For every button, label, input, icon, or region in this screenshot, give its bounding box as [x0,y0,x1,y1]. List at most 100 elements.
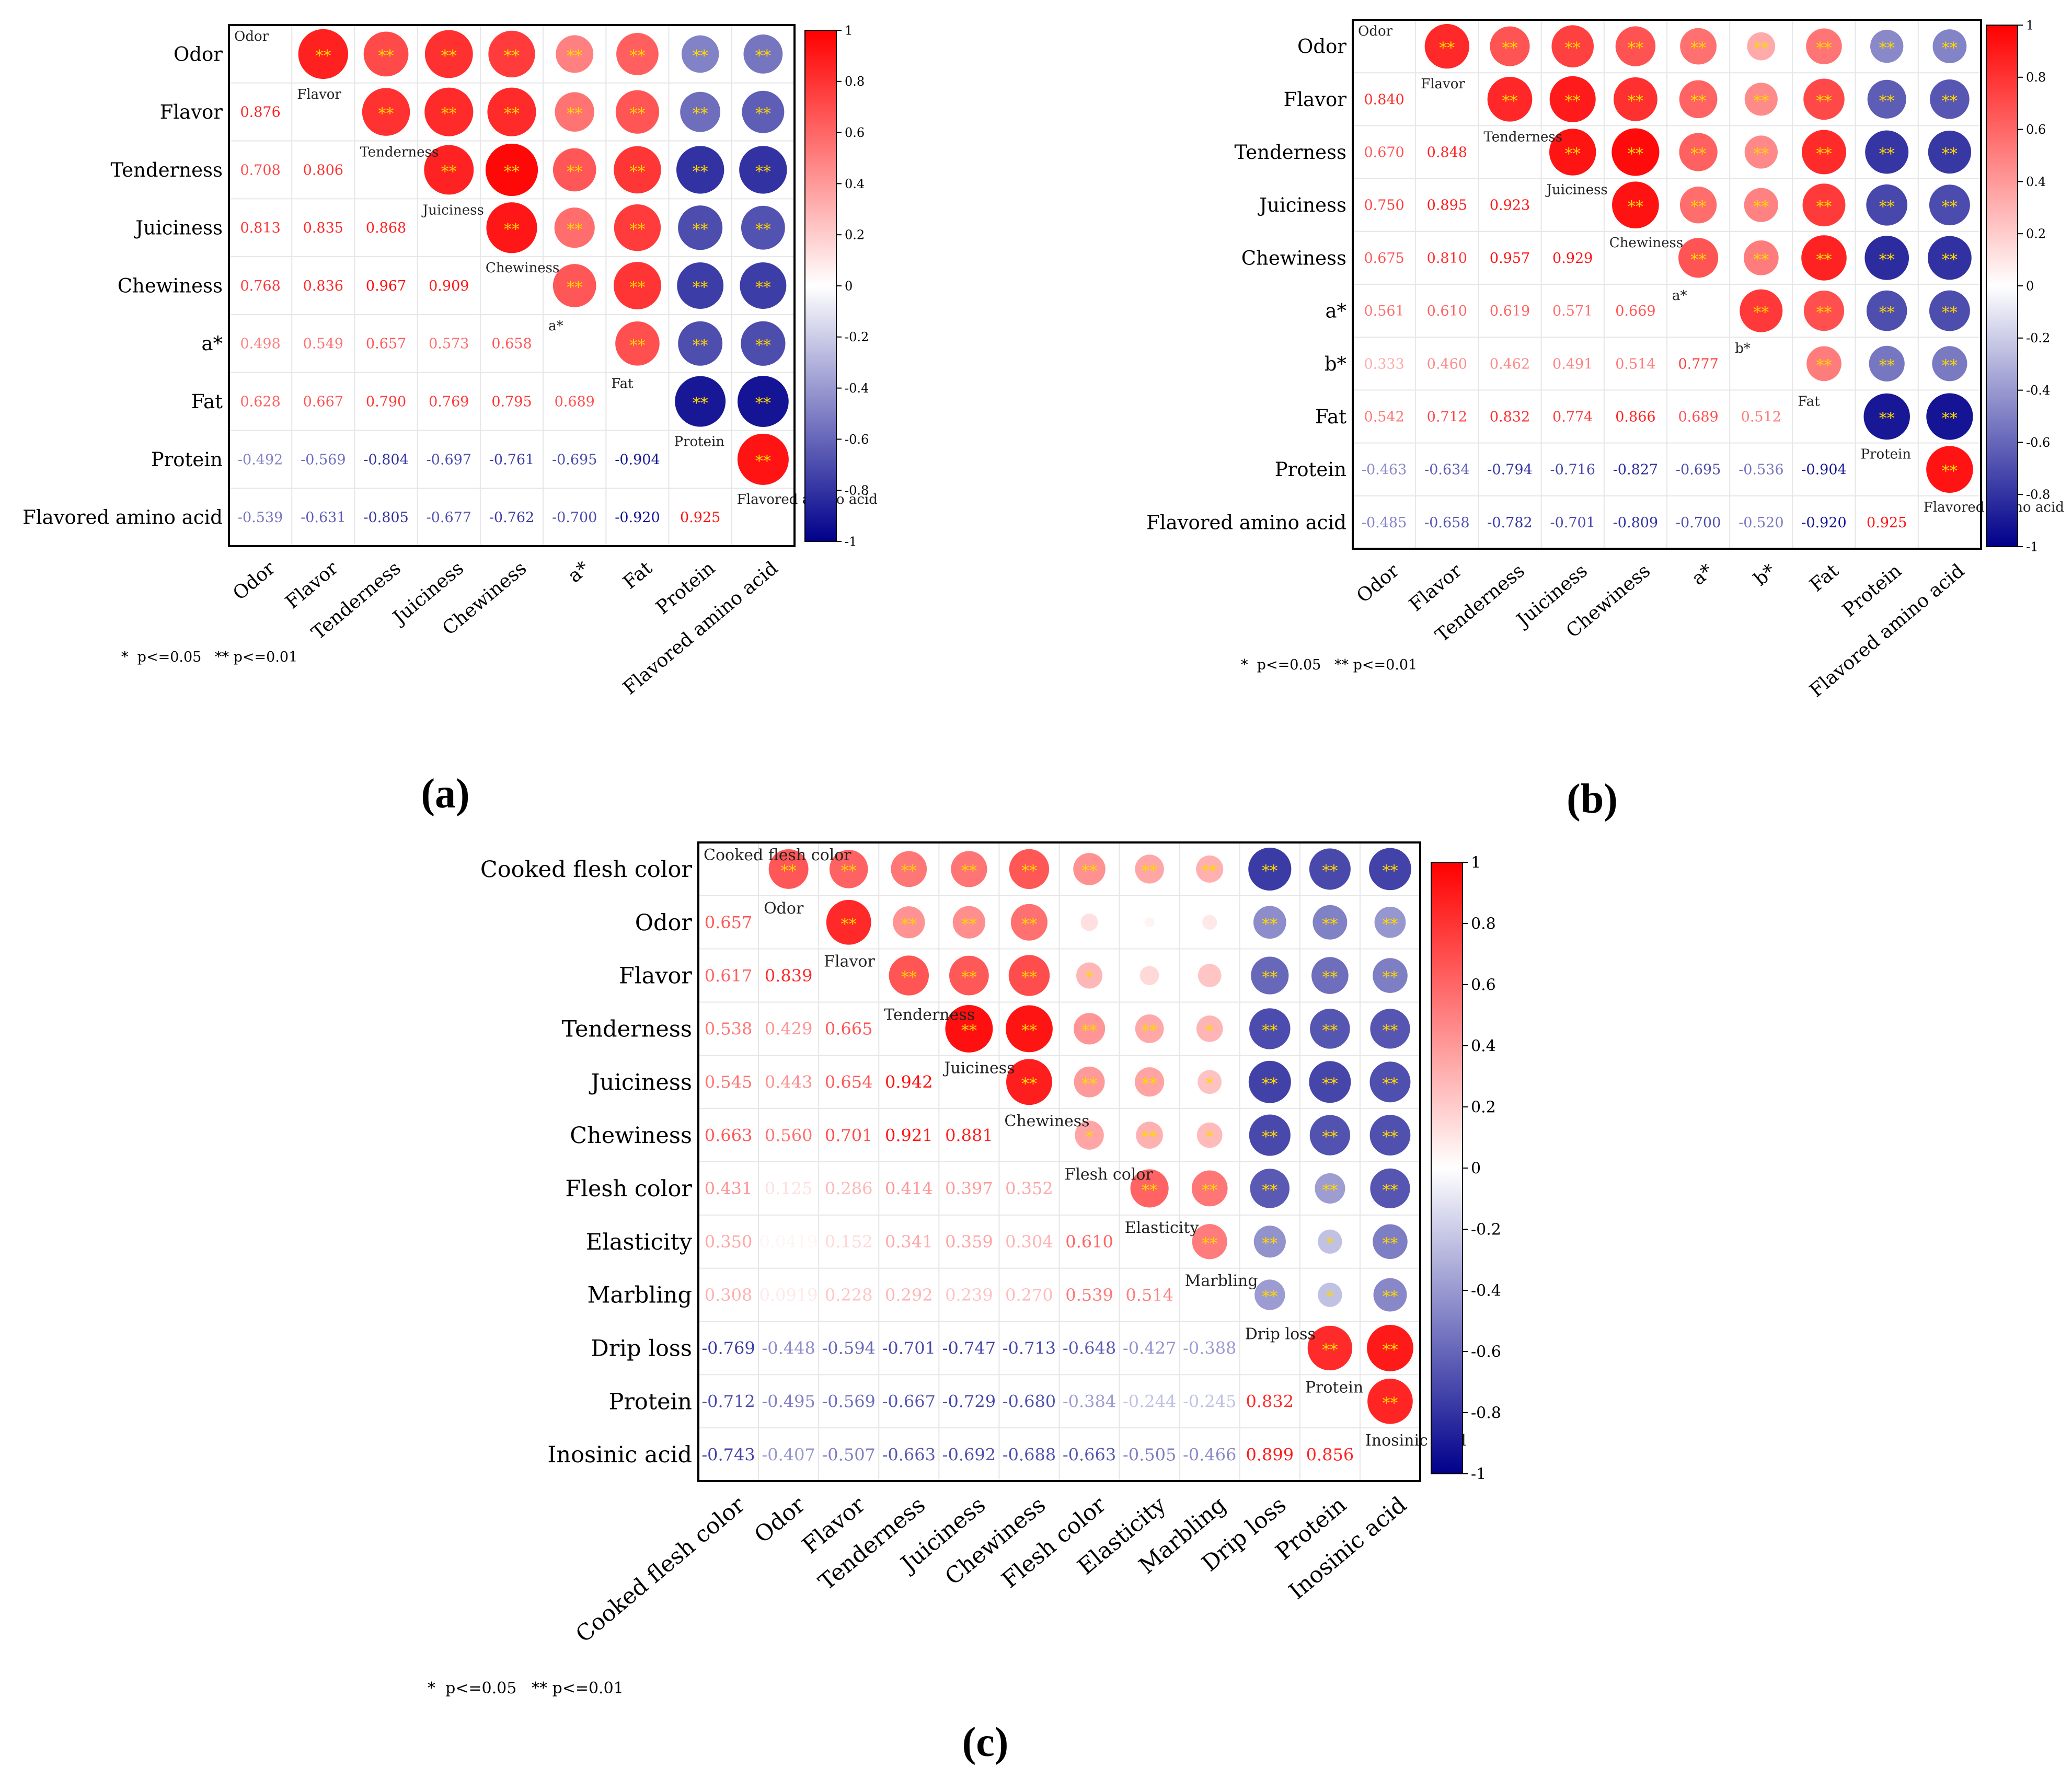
significance-mark: ** [315,47,331,65]
correlation-circle [893,906,925,939]
diagonal-label: a* [548,318,563,334]
column-label: Cooked flesh color [571,1492,750,1648]
column-label: Odor [1353,560,1403,607]
diagonal-label: Drip loss [1245,1325,1316,1344]
colorbar-tick-label: -0.6 [1471,1343,1501,1361]
correlation-value: -0.712 [701,1391,755,1411]
correlation-circle [1367,1325,1413,1371]
significance-mark: ** [755,337,771,355]
significance-mark: ** [1879,410,1895,428]
significance-mark: ** [693,221,708,239]
colorbar-tick-label: 1 [2026,18,2034,32]
correlation-circle [1198,1070,1222,1094]
correlation-value: 0.909 [429,278,469,294]
correlation-circle [1424,24,1469,69]
correlation-value: -0.388 [1183,1338,1236,1358]
correlation-value: 0.929 [1552,250,1593,267]
correlation-circle [1249,1008,1291,1049]
correlation-circle [1680,28,1717,65]
correlation-value: -0.245 [1183,1391,1236,1411]
diagonal-label: Cooked flesh color [704,846,851,864]
correlation-circle [1932,29,1967,64]
correlation-circle [743,34,783,74]
correlation-circle [1747,32,1776,61]
correlation-value: 0.654 [825,1072,873,1092]
correlation-value: -0.427 [1123,1338,1176,1358]
correlation-value: 0.813 [240,220,280,236]
significance-mark: ** [1879,251,1895,269]
diagonal-label: Fat [1798,394,1820,409]
significance-mark: ** [1753,251,1769,269]
correlation-circle [1678,238,1719,278]
correlation-value: 0.881 [945,1125,993,1145]
significance-mark: ** [504,163,520,181]
significance-mark: ** [1816,92,1832,110]
correlation-value: -0.743 [701,1445,755,1464]
diagonal-label: Juiciness [421,202,484,218]
significance-mark: ** [1753,39,1769,57]
correlation-circle [1802,183,1846,227]
correlation-circle [768,849,809,889]
significance-mark: ** [1142,862,1157,880]
colorbar [804,30,837,542]
correlation-value: 0.669 [1615,303,1655,319]
colorbar-tick-label: -0.2 [2026,331,2050,345]
significance-mark: ** [1142,1075,1157,1093]
correlation-circle [486,202,537,253]
correlation-value: 0.0919 [759,1285,818,1305]
colorbar-tick-label: 0.8 [845,74,865,89]
correlation-value: -0.827 [1613,462,1658,478]
correlation-value: -0.384 [1063,1391,1116,1411]
significance-mark: ** [1942,39,1958,57]
correlation-value: 0.561 [1364,303,1404,319]
diagonal-label: Odor [1358,24,1393,39]
row-label: Flesh color [565,1176,692,1202]
correlation-circle [1803,78,1845,120]
correlation-value: 0.899 [1246,1445,1294,1464]
correlation-circle [945,1004,993,1053]
correlation-value: 0.152 [825,1232,873,1252]
correlation-circle [614,146,661,194]
diagonal-label: Tenderness [1483,129,1562,145]
correlation-circle [951,851,987,887]
significance-mark: ** [1382,1288,1398,1306]
row-label: Chewiness [1241,247,1346,269]
significance-mark: ** [755,105,771,123]
significance-mark: ** [1942,410,1958,428]
colorbar-tick-label: 0.6 [2026,122,2046,137]
correlation-circle [1801,235,1847,281]
correlation-circle [616,33,659,75]
correlation-circle [1863,393,1910,440]
significance-mark: ** [1942,304,1958,322]
correlation-value: -0.492 [238,452,283,468]
significance-mark: ** [504,105,520,123]
correlation-circle [1144,917,1155,928]
row-label: Marbling [588,1283,692,1309]
significance-mark: ** [629,105,645,123]
colorbar [1986,25,2018,547]
correlation-value: 0.689 [1678,409,1718,425]
diagonal-label: Flavor [297,87,341,102]
significance-legend: * p<=0.05 ** p<=0.01 [1241,657,1417,673]
colorbar-tick-label: 0.6 [1471,976,1496,995]
significance-mark: * [1086,1128,1093,1147]
significance-mark: ** [1202,1181,1217,1199]
correlation-value: -0.809 [1613,515,1658,531]
correlation-circle [1679,133,1718,171]
colorbar-tick-label: -0.2 [845,330,869,344]
significance-mark: ** [1942,463,1958,481]
correlation-value: -0.667 [882,1391,936,1411]
significance-mark: ** [1502,39,1518,57]
correlation-value: 0.560 [765,1125,813,1145]
correlation-circle [1135,1014,1164,1043]
correlation-circle [740,262,787,309]
panel-label: (a) [421,771,469,817]
correlation-value: -0.695 [1676,462,1721,478]
significance-mark: ** [1382,1394,1398,1413]
correlation-circle [1136,1122,1163,1149]
colorbar [1431,862,1463,1474]
correlation-value: 0.491 [1552,356,1593,372]
correlation-circle [1614,77,1657,121]
correlation-circle [552,148,596,192]
significance-mark: ** [961,915,977,933]
